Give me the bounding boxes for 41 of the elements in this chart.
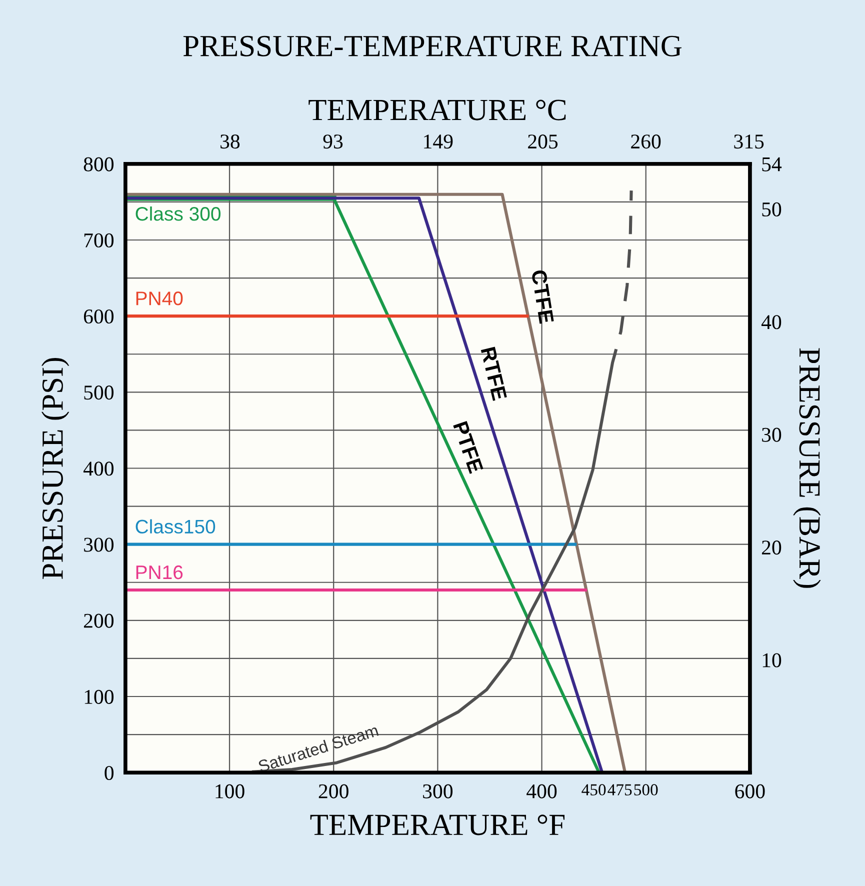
- text: RTFE: [480, 346, 507, 401]
- y2-tick-label: 54: [762, 157, 782, 172]
- x-tick-label: 475: [608, 784, 632, 796]
- y2-tick-label: 40: [761, 315, 782, 330]
- y2-tick-label: 30: [762, 428, 782, 442]
- y2-tick-label: 20: [762, 540, 782, 555]
- y2-axis-title: PRESSURE (BAR): [793, 348, 821, 588]
- series-label: PN40: [136, 292, 183, 306]
- y-tick-label: 700: [84, 233, 114, 248]
- y2-tick-label: 10: [762, 653, 782, 668]
- x2-tick-label: 260: [631, 134, 661, 149]
- y-tick-label: 100: [84, 690, 114, 704]
- x-tick-label: 500: [634, 784, 658, 796]
- x-tick-label: 400: [526, 784, 557, 798]
- x2-tick-label: 38: [220, 134, 240, 149]
- y-tick-label: 0: [104, 766, 114, 780]
- x-tick-label: 300: [423, 784, 453, 798]
- x-tick-label: 600: [735, 784, 765, 798]
- y-axis-title: PRESSURE (PSI): [41, 358, 70, 580]
- x2-axis-title: TEMPERATURE °C: [308, 100, 566, 120]
- x2-tick-label: 93: [323, 134, 343, 149]
- text: PTFE: [453, 420, 484, 474]
- y-tick-label: 600: [84, 309, 114, 324]
- x-tick-label: 200: [318, 784, 348, 798]
- x2-tick-label: 315: [734, 134, 764, 149]
- chart-title: PRESSURE-TEMPERATURE RATING: [183, 36, 682, 56]
- x-tick-label: 100: [216, 784, 244, 798]
- text: CTFE: [531, 269, 554, 324]
- y-tick-label: 800: [84, 157, 114, 172]
- y-tick-label: 500: [84, 386, 114, 400]
- y-tick-label: 400: [83, 462, 114, 476]
- x2-tick-label: 149: [424, 134, 453, 149]
- x-axis-title: TEMPERATURE °F: [310, 814, 565, 836]
- series-label: Class 300: [136, 206, 220, 221]
- series-label: Class150: [136, 519, 216, 534]
- series-label: PN16: [136, 565, 183, 580]
- y-tick-label: 200: [84, 614, 114, 628]
- y2-tick-label: 50: [762, 202, 782, 216]
- x-tick-label: 450: [582, 784, 606, 796]
- x2-tick-label: 205: [528, 134, 558, 149]
- y-tick-label: 300: [84, 538, 114, 552]
